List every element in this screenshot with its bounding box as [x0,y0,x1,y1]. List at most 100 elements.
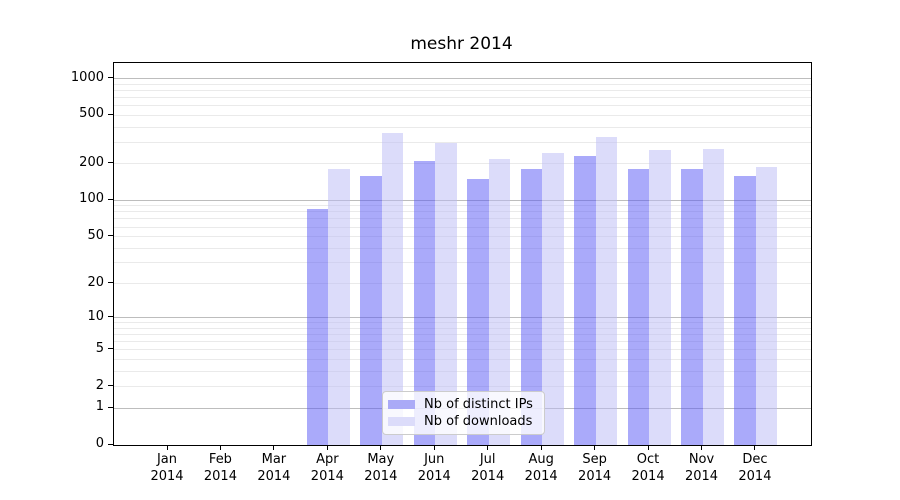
gridline-700 [114,97,811,99]
x-tick-mark-sep [594,445,596,450]
gridline-60 [114,226,811,228]
x-tick-mark-oct [647,445,649,450]
gridline-90 [114,205,811,207]
bar-ips-sep [574,156,596,445]
bar-downloads-jun [435,143,457,445]
gridline-2 [114,386,811,388]
gridline-10 [114,317,811,319]
y-tick-label-50: 50 [87,227,104,243]
bar-downloads-sep [595,136,618,445]
x-tick-mark-jun [433,445,435,450]
y-tick-label-10: 10 [87,308,104,324]
y-tick-label-0: 0 [95,436,104,451]
x-tick-label-oct: Oct 2014 [631,452,665,484]
y-tick-label-500: 500 [79,106,104,122]
gridline-400 [114,126,811,128]
legend-label-downloads: Nb of downloads [424,414,533,429]
bar-ips-may [360,175,382,445]
y-tick-label-5: 5 [95,340,104,356]
gridline-600 [114,105,811,107]
gridline-8 [114,327,811,329]
chart-title: meshr 2014 [410,34,513,54]
x-tick-label-jul: Jul 2014 [471,452,505,484]
y-tick-mark-2 [108,385,113,387]
y-tick-mark-200 [108,162,113,164]
y-tick-label-200: 200 [79,154,104,170]
legend: Nb of distinct IPs Nb of downloads [382,391,545,435]
y-tick-label-100: 100 [79,191,104,207]
gridline-70 [114,218,811,220]
legend-entry-downloads: Nb of downloads [388,414,536,429]
bar-downloads-dec [755,166,778,445]
gridline-900 [114,83,811,85]
bar-downloads-may [381,132,404,445]
y-tick-label-20: 20 [87,274,104,290]
legend-entry-distinct-ips: Nb of distinct IPs [388,397,536,412]
bar-downloads-oct [649,149,671,445]
bar-ips-apr [306,208,329,445]
y-tick-mark-10 [108,316,113,318]
x-tick-label-may: May 2014 [364,452,398,484]
gridline-100 [114,199,811,201]
bar-downloads-nov [702,148,724,445]
bar-downloads-aug [542,153,564,445]
gridline-6 [114,341,811,343]
y-tick-mark-500 [108,113,113,115]
y-tick-mark-1000 [108,77,113,79]
bar-ips-dec [734,175,756,445]
legend-label-distinct-ips: Nb of distinct IPs [424,397,533,412]
x-tick-label-nov: Nov 2014 [684,452,719,484]
gridline-800 [114,89,811,91]
legend-swatch-distinct-ips-icon [388,400,415,409]
x-tick-mark-aug [540,445,542,450]
x-tick-label-feb: Feb 2014 [203,452,237,484]
y-tick-label-2: 2 [95,377,104,393]
gridline-50 [114,236,811,237]
x-tick-label-jan: Jan 2014 [150,452,184,484]
bar-ips-oct [627,169,650,445]
x-tick-mark-dec [754,445,756,450]
gridline-30 [114,262,811,264]
y-tick-label-1000: 1000 [70,69,104,85]
y-tick-mark-0 [108,443,113,445]
bar-ips-nov [681,169,703,445]
x-tick-mark-nov [701,445,702,450]
legend-swatch-downloads-icon [388,417,415,426]
x-tick-mark-mar [273,445,275,450]
y-tick-mark-100 [108,198,113,200]
gridline-200 [114,163,811,165]
gridline-1000 [114,78,811,80]
y-tick-mark-20 [108,282,113,284]
x-tick-mark-may [380,445,382,450]
x-tick-mark-jul [487,445,489,450]
gridline-7 [114,334,811,336]
x-tick-mark-apr [326,445,328,450]
x-tick-label-sep: Sep 2014 [578,452,612,484]
gridline-300 [114,141,811,143]
y-tick-label-1: 1 [95,399,104,415]
y-tick-mark-5 [108,348,113,350]
plot-area [113,62,812,446]
gridline-3 [114,370,811,372]
bar-downloads-apr [328,169,350,445]
gridline-500 [114,114,811,116]
gridline-4 [114,359,811,361]
bar-ips-aug [520,169,543,445]
x-tick-label-dec: Dec 2014 [738,452,772,484]
gridline-5 [114,349,811,351]
gridline-20 [114,283,811,285]
x-tick-mark-feb [219,445,221,450]
gridline-80 [114,211,811,213]
x-tick-label-jun: Jun 2014 [417,452,451,484]
x-tick-mark-jan [166,445,168,450]
gridline-9 [114,322,811,324]
gridline-40 [114,247,811,249]
x-tick-label-mar: Mar 2014 [257,452,291,484]
bar-downloads-jul [488,158,511,445]
bar-ips-jun [413,161,436,445]
x-tick-label-apr: Apr 2014 [310,452,344,484]
y-tick-mark-1 [108,406,113,408]
x-tick-label-aug: Aug 2014 [524,452,558,484]
bar-ips-jul [467,178,489,445]
